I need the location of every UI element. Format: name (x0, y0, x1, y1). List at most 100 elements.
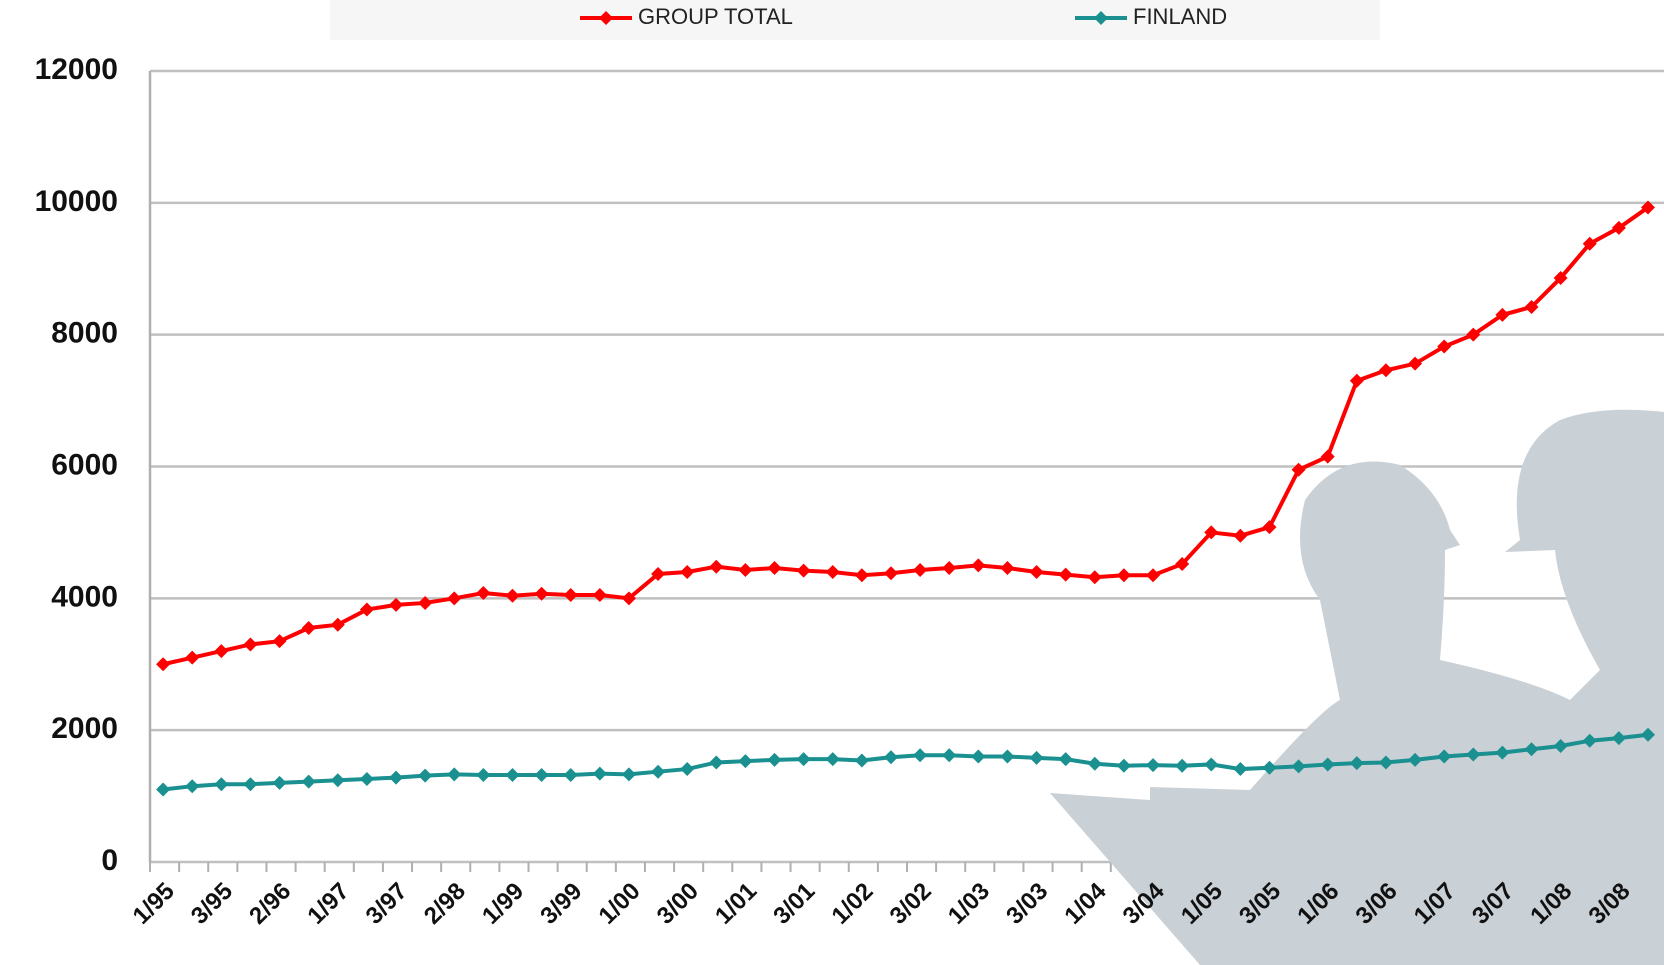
x-tick-label: 2/96 (244, 878, 296, 930)
point-marker (971, 749, 986, 764)
point-marker (942, 748, 957, 763)
x-tick-label: 3/95 (186, 878, 238, 930)
x-tick-label: 3/01 (768, 878, 820, 930)
point-marker (1408, 752, 1423, 767)
point-marker (1262, 520, 1277, 535)
y-tick-label: 2000 (51, 712, 118, 745)
silhouette (1050, 409, 1664, 965)
point-marker (214, 644, 229, 659)
point-marker (1291, 759, 1306, 774)
x-tick-label: 1/02 (826, 878, 878, 930)
series-line (162, 732, 1649, 792)
point-marker (156, 657, 171, 672)
point-marker (1378, 363, 1393, 378)
legend-label: FINLAND (1133, 4, 1227, 29)
point-marker (185, 650, 200, 665)
point-marker (1378, 755, 1393, 770)
point-marker (1204, 525, 1219, 540)
point-marker (1640, 727, 1655, 742)
x-tick-label: 1/95 (128, 878, 180, 930)
point-marker (1611, 220, 1626, 235)
point-marker (272, 634, 287, 649)
point-marker (1146, 568, 1161, 583)
point-marker (1175, 758, 1190, 773)
point-marker (854, 753, 869, 768)
point-marker (767, 752, 782, 767)
point-marker (1349, 756, 1364, 771)
point-marker (796, 752, 811, 767)
point-marker (1524, 742, 1539, 757)
point-marker (447, 767, 462, 782)
point-marker (592, 588, 607, 603)
point-marker (942, 561, 957, 576)
point-marker (1058, 752, 1073, 767)
point-marker (621, 767, 636, 782)
point-marker (1437, 749, 1452, 764)
point-marker (1175, 557, 1190, 572)
point-marker (476, 586, 491, 601)
point-marker (1058, 567, 1073, 582)
point-marker (592, 766, 607, 781)
point-marker (447, 591, 462, 606)
legend-marker (599, 11, 613, 25)
point-marker (1204, 757, 1219, 772)
point-marker (1262, 760, 1277, 775)
point-marker (738, 562, 753, 577)
legend-marker (1094, 11, 1108, 25)
point-marker (272, 775, 287, 790)
point-marker (389, 770, 404, 785)
point-marker (1291, 462, 1306, 477)
point-marker (1611, 731, 1626, 746)
point-marker (418, 595, 433, 610)
point-marker (243, 637, 258, 652)
x-tick-label: 3/03 (1001, 878, 1053, 930)
point-marker (825, 752, 840, 767)
point-marker (1466, 747, 1481, 762)
point-marker (534, 767, 549, 782)
x-tick-label: 1/03 (943, 878, 995, 930)
point-marker (709, 755, 724, 770)
y-tick-label: 8000 (51, 317, 118, 350)
point-marker (563, 588, 578, 603)
point-marker (1524, 299, 1539, 314)
point-marker (1320, 449, 1335, 464)
point-marker (185, 779, 200, 794)
series (156, 727, 1655, 797)
plot-area (148, 69, 1664, 872)
x-tick-label: 1/01 (710, 878, 762, 930)
point-marker (913, 748, 928, 763)
point-marker (796, 563, 811, 578)
x-tick-label: 3/99 (535, 878, 587, 930)
point-marker (476, 767, 491, 782)
point-marker (1640, 200, 1655, 215)
y-tick-label: 6000 (51, 448, 118, 481)
y-tick-label: 10000 (35, 185, 118, 218)
point-marker (767, 561, 782, 576)
point-marker (243, 777, 258, 792)
point-marker (301, 774, 316, 789)
point-marker (971, 558, 986, 573)
x-tick-label: 1/00 (594, 878, 646, 930)
point-marker (330, 617, 345, 632)
x-tick-label: 2/98 (419, 878, 471, 930)
x-tick-label: 3/00 (652, 878, 704, 930)
x-tick-label: 3/02 (885, 878, 937, 930)
point-marker (301, 620, 316, 635)
point-marker (1582, 236, 1597, 251)
point-marker (563, 767, 578, 782)
point-marker (1349, 373, 1364, 388)
legend-label: GROUP TOTAL (638, 4, 793, 29)
point-marker (1553, 270, 1568, 285)
point-marker (883, 566, 898, 581)
point-marker (359, 771, 374, 786)
point-marker (1320, 757, 1335, 772)
series-line (162, 205, 1650, 667)
point-marker (1146, 758, 1161, 773)
point-marker (1408, 356, 1423, 371)
x-tick-label: 1/99 (477, 878, 529, 930)
point-marker (1087, 570, 1102, 585)
point-marker (1029, 564, 1044, 579)
point-marker (1000, 749, 1015, 764)
point-marker (1233, 762, 1248, 777)
point-marker (854, 568, 869, 583)
